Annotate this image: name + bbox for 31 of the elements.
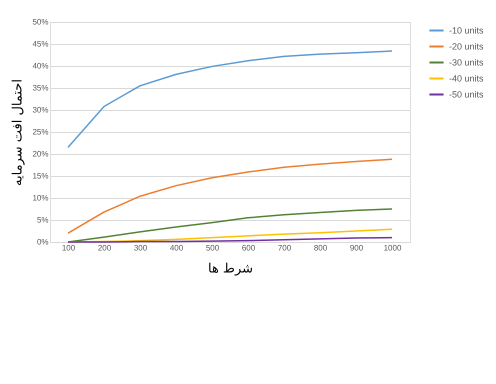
- y-tick-label: 25%: [32, 128, 48, 136]
- y-axis-title: احتمال افت سرمایه: [10, 79, 26, 186]
- x-tick-label: 300: [134, 244, 148, 252]
- y-tick-label: 40%: [32, 62, 48, 70]
- legend-label: -20 units: [449, 42, 484, 52]
- x-tick-label: 900: [350, 244, 364, 252]
- line-series: [67, 228, 393, 243]
- y-tick-label: 35%: [32, 84, 48, 92]
- x-tick-label: 800: [314, 244, 328, 252]
- x-tick-label: 1000: [384, 244, 402, 252]
- x-tick-label: 600: [242, 244, 256, 252]
- y-tick-label: 15%: [32, 172, 48, 180]
- x-tick-label: 500: [206, 244, 220, 252]
- legend-label: -40 units: [449, 74, 484, 84]
- legend-label: -30 units: [449, 58, 484, 68]
- x-tick-label: 100: [62, 244, 76, 252]
- line-series: [67, 158, 393, 234]
- y-tick-label: 50%: [32, 18, 48, 26]
- x-axis-title: شرط ها: [208, 262, 254, 276]
- line-series: [67, 50, 393, 148]
- y-tick-label: 10%: [32, 194, 48, 202]
- x-tick-label: 400: [170, 244, 184, 252]
- legend-label: -10 units: [449, 26, 484, 36]
- x-tick-label: 200: [98, 244, 112, 252]
- y-tick-label: 5%: [36, 216, 48, 224]
- y-tick-label: 0%: [36, 238, 48, 246]
- y-tick-label: 30%: [32, 106, 48, 114]
- x-tick-label: 700: [278, 244, 292, 252]
- y-tick-label: 45%: [32, 40, 48, 48]
- legend-label: -50 units: [449, 90, 484, 100]
- y-tick-label: 20%: [32, 150, 48, 158]
